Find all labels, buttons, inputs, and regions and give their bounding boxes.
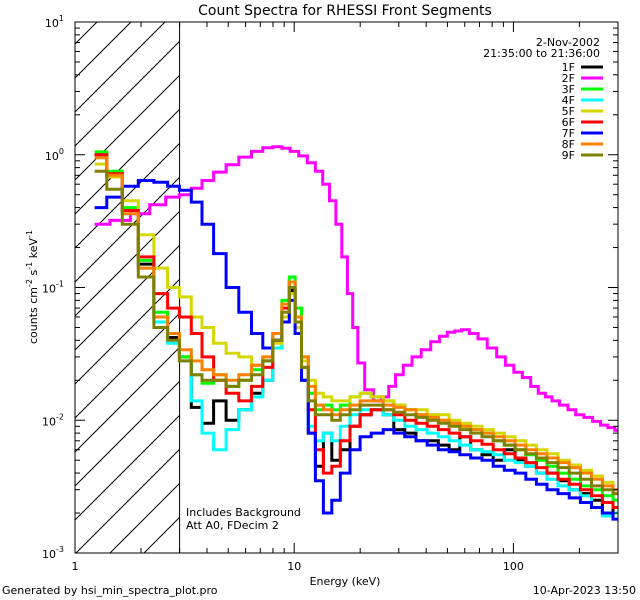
y-tick-label: 10-3 (42, 545, 64, 561)
y-tick-exponent: 1 (59, 14, 64, 23)
annotation-background: Includes Background (186, 506, 301, 519)
hatch-line (75, 347, 180, 453)
x-axis-label: Energy (keV) (310, 575, 381, 588)
y-label-exp: -1 (25, 262, 34, 270)
series-5F (94, 162, 618, 492)
hatch-line (75, 22, 132, 79)
hatch-line (75, 22, 166, 113)
hatch-line (75, 22, 98, 45)
footer-timestamp: 10-Apr-2023 13:50 (533, 584, 636, 597)
y-tick-label: 10-1 (42, 280, 64, 296)
hatch-line (109, 483, 180, 553)
hatch-line (75, 109, 180, 215)
y-tick-label: 101 (45, 14, 64, 30)
hatch-line (75, 449, 180, 553)
chart-title: Count Spectra for RHESSI Front Segments (198, 3, 492, 19)
hatch-line (75, 177, 180, 283)
series-2F (94, 145, 618, 432)
date-label: 2-Nov-2002 (536, 36, 600, 49)
y-tick-label: 100 (45, 147, 64, 163)
time-range-label: 21:35:00 to 21:36:00 (483, 47, 600, 60)
footer-generated-by: Generated by hsi_min_spectra_plot.pro (2, 584, 218, 597)
y-tick-exponent: -2 (56, 412, 64, 421)
hatch-line (75, 381, 180, 487)
series-8F (94, 156, 618, 492)
series-7F (94, 179, 618, 521)
y-tick-exponent: 0 (59, 147, 64, 156)
y-tick-base: 10 (42, 415, 56, 428)
hatch-line (75, 211, 180, 317)
hatch-line (75, 75, 180, 181)
x-tick-label: 100 (503, 560, 524, 573)
hatch-line (75, 143, 180, 249)
y-label-exp: -1 (25, 230, 34, 238)
y-axis-label: counts cm-2 s-1 keV-1 (25, 230, 40, 344)
hatch-line (75, 41, 180, 147)
legend-label: 8F (562, 138, 575, 151)
annotation-attenuator: Att A0, FDecim 2 (186, 519, 279, 532)
legend-label: 4F (562, 94, 575, 107)
y-tick-base: 10 (45, 150, 59, 163)
y-tick-base: 10 (45, 17, 59, 30)
y-label-part: counts cm (27, 287, 40, 344)
legend-label: 6F (562, 116, 575, 129)
hatch-line (75, 245, 180, 351)
series-layer (94, 145, 618, 521)
legend-label: 5F (562, 105, 575, 118)
hatch-line (75, 279, 180, 385)
series-9F (94, 169, 618, 496)
y-tick-base: 10 (42, 548, 56, 561)
series-6F (94, 153, 618, 509)
legend-label: 7F (562, 127, 575, 140)
legend-label: 1F (562, 61, 575, 74)
y-label-part: s (27, 269, 40, 278)
hatch-line (143, 517, 180, 553)
legend-label: 9F (562, 149, 575, 162)
legend-label: 3F (562, 83, 575, 96)
y-tick-base: 10 (42, 283, 56, 296)
hatch-line (75, 313, 180, 419)
y-label-exp: -2 (25, 279, 34, 287)
y-tick-label: 10-2 (42, 412, 64, 428)
y-label-part: keV (27, 238, 40, 262)
y-tick-exponent: -3 (56, 545, 64, 554)
y-tick-exponent: -1 (56, 280, 64, 289)
x-tick-label: 1 (72, 560, 79, 573)
x-tick-label: 10 (287, 560, 301, 573)
hatch-line (75, 415, 180, 521)
legend-label: 2F (562, 72, 575, 85)
